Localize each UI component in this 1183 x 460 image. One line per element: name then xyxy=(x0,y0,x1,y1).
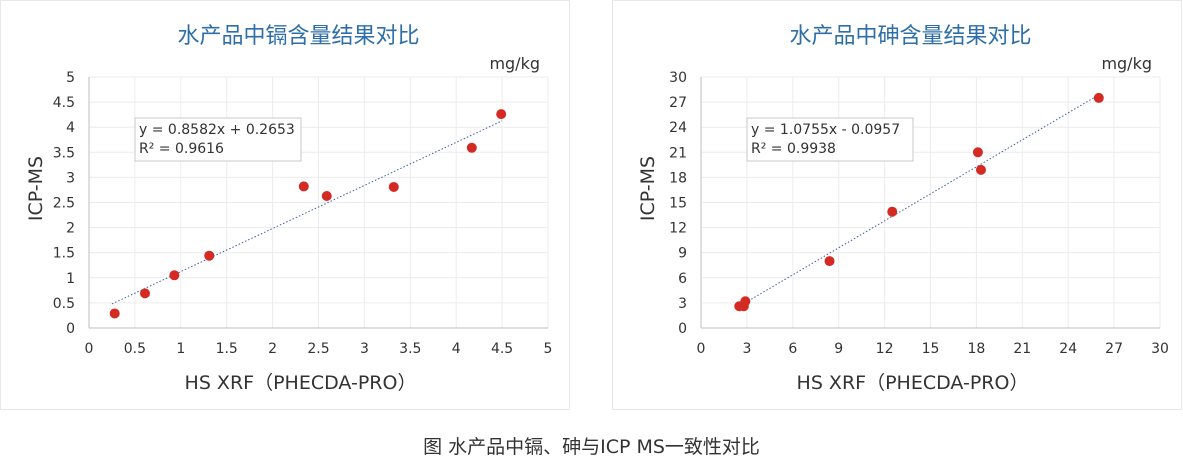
y-tick-label: 0.5 xyxy=(53,296,75,312)
equation-box xyxy=(134,117,302,162)
x-tick-label: 1 xyxy=(176,341,185,357)
r-squared-label: R² = 0.9616 xyxy=(139,141,224,157)
r-squared-label: R² = 0.9938 xyxy=(751,141,836,157)
chart-title: 水产品中镉含量结果对比 xyxy=(177,24,419,49)
x-tick-label: 4.5 xyxy=(491,341,513,357)
y-tick-label: 30 xyxy=(669,70,687,86)
data-point xyxy=(887,206,898,217)
data-point xyxy=(298,181,309,192)
unit-label: mg/kg xyxy=(1101,54,1152,73)
y-tick-label: 3 xyxy=(678,296,687,312)
y-tick-label: 3.5 xyxy=(53,145,75,161)
y-axis-title: ICP-MS xyxy=(637,156,659,221)
linear-trendline xyxy=(738,94,1100,307)
x-axis-title: HS XRF（PHECDA-PRO） xyxy=(185,372,417,394)
data-point xyxy=(204,250,215,261)
x-tick-label: 0.5 xyxy=(124,341,146,357)
data-point xyxy=(109,308,120,319)
trendline-equation: y = 0.8582x + 0.2653 xyxy=(139,122,295,138)
x-tick-label: 3 xyxy=(742,341,751,357)
y-tick-label: 21 xyxy=(669,145,687,161)
x-tick-label: 0 xyxy=(85,341,94,357)
chart-title: 水产品中砷含量结果对比 xyxy=(789,24,1031,49)
x-tick-label: 4 xyxy=(452,341,461,357)
x-tick-label: 2.5 xyxy=(307,341,329,357)
data-point xyxy=(972,147,983,158)
y-tick-label: 6 xyxy=(678,271,687,287)
y-tick-label: 1.5 xyxy=(53,246,75,262)
data-point xyxy=(1093,92,1104,103)
x-tick-label: 3.5 xyxy=(399,341,421,357)
x-tick-label: 27 xyxy=(1105,341,1123,357)
y-tick-label: 24 xyxy=(669,120,687,136)
data-point xyxy=(975,164,986,175)
x-tick-label: 2 xyxy=(268,341,277,357)
x-tick-label: 15 xyxy=(922,341,940,357)
trendline-equation: y = 1.0755x - 0.0957 xyxy=(751,122,900,138)
data-point xyxy=(824,256,835,267)
y-tick-label: 15 xyxy=(669,196,687,212)
arsenic-chart-panel: 水产品中砷含量结果对比 mg/kg 0 3 6 9 12 15 18 21 24 27 30 0 3 6 9 12… xyxy=(612,0,1182,410)
x-tick-label: 0 xyxy=(697,341,706,357)
x-tick-label: 6 xyxy=(788,341,797,357)
y-tick-label: 18 xyxy=(669,170,687,186)
unit-label: mg/kg xyxy=(489,54,540,73)
data-point xyxy=(169,270,180,281)
y-tick-label: 9 xyxy=(678,246,687,262)
y-tick-label: 5 xyxy=(66,70,75,86)
data-point xyxy=(321,190,332,201)
equation-box xyxy=(746,117,914,162)
y-tick-label: 2 xyxy=(66,221,75,237)
y-tick-label: 12 xyxy=(669,221,687,237)
cadmium-chart: 水产品中镉含量结果对比 mg/kg 0 0.5 1 1.5 2 2.5 3 3.5 4 4.5 5 0 0.… xyxy=(25,24,553,394)
x-tick-label: 21 xyxy=(1013,341,1031,357)
y-tick-label: 2.5 xyxy=(53,196,75,212)
data-point xyxy=(388,181,399,192)
x-axis-title: HS XRF（PHECDA-PRO） xyxy=(797,372,1029,394)
y-tick-label: 27 xyxy=(669,95,687,111)
x-tick-label: 30 xyxy=(1151,341,1169,357)
y-tick-label: 4.5 xyxy=(53,95,75,111)
x-tick-label: 3 xyxy=(360,341,369,357)
x-tick-label: 24 xyxy=(1059,341,1077,357)
data-point xyxy=(740,296,751,307)
x-tick-label: 12 xyxy=(876,341,894,357)
x-tick-label: 9 xyxy=(834,341,843,357)
y-tick-label: 0 xyxy=(66,321,75,337)
figure-caption: 图 水产品中镉、砷与ICP MS一致性对比 xyxy=(423,436,760,458)
data-point xyxy=(466,142,477,153)
data-point xyxy=(139,288,150,299)
x-tick-label: 1.5 xyxy=(216,341,238,357)
y-tick-label: 3 xyxy=(66,170,75,186)
arsenic-chart: 水产品中砷含量结果对比 mg/kg 0 3 6 9 12 15 18 21 24 27 30 0 3 6 9 12… xyxy=(637,24,1169,394)
x-tick-label: 18 xyxy=(967,341,985,357)
cadmium-chart-panel: 水产品中镉含量结果对比 mg/kg 0 0.5 1 1.5 2 2.5 3 3.5 4 4.5 5 0 0.… xyxy=(0,0,570,410)
data-point xyxy=(496,109,507,120)
y-tick-label: 1 xyxy=(66,271,75,287)
x-tick-label: 5 xyxy=(544,341,553,357)
y-tick-label: 4 xyxy=(66,120,75,136)
y-tick-label: 0 xyxy=(678,321,687,337)
y-axis-title: ICP-MS xyxy=(25,156,47,221)
